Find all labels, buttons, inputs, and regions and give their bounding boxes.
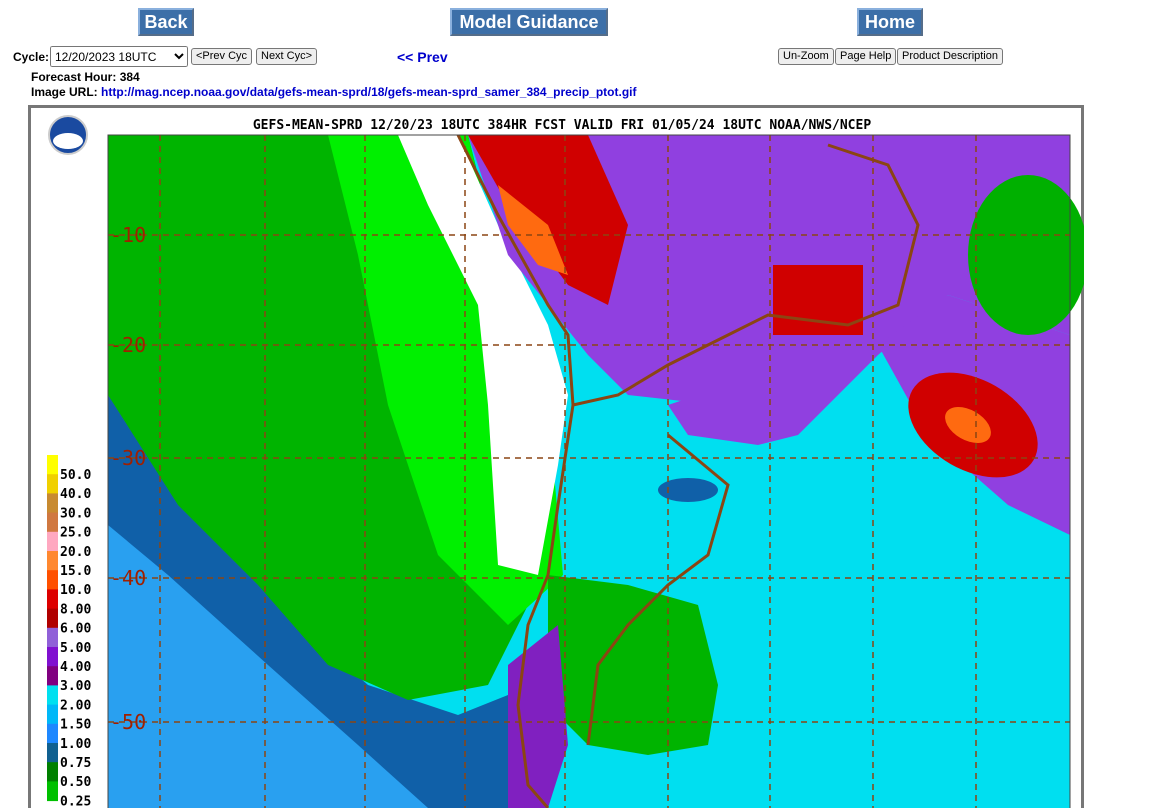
field-green-south xyxy=(548,575,718,755)
legend-label: 1.00 xyxy=(60,737,91,752)
field-blue xyxy=(108,385,508,808)
legend-label: 50.0 xyxy=(60,468,91,483)
latitude-label: -40 xyxy=(110,566,146,590)
cycle-select[interactable]: 12/20/2023 18UTC xyxy=(50,46,188,67)
field-red-patch xyxy=(773,265,863,335)
legend-swatch xyxy=(47,608,58,629)
legend-label: 1.50 xyxy=(60,718,91,733)
map-title: GEFS-MEAN-SPRD 12/20/23 18UTC 384HR FCST… xyxy=(253,118,871,133)
legend-label: 0.75 xyxy=(60,756,91,771)
legend-swatch xyxy=(47,512,58,533)
cycle-label: Cycle: xyxy=(13,50,50,64)
back-button[interactable]: Back xyxy=(138,8,194,36)
forecast-hour: Forecast Hour: 384 xyxy=(31,70,140,84)
latitude-label: -30 xyxy=(110,446,146,470)
legend-swatch xyxy=(47,455,58,475)
legend-swatch xyxy=(47,704,58,725)
legend-swatch xyxy=(47,627,58,648)
legend-label: 0.25 xyxy=(60,794,91,808)
noaa-logo-wave xyxy=(53,133,83,149)
legend-swatch xyxy=(47,551,58,571)
image-url-link[interactable]: http://mag.ncep.noaa.gov/data/gefs-mean-… xyxy=(101,85,637,99)
map-field xyxy=(108,134,1084,808)
legend-swatch xyxy=(47,666,58,686)
plot-border xyxy=(107,134,1071,808)
legend-label: 8.00 xyxy=(60,602,91,617)
legend-swatch xyxy=(47,762,58,782)
home-button[interactable]: Home xyxy=(857,8,923,36)
page-help-button[interactable]: Page Help xyxy=(835,48,897,65)
unzoom-button[interactable]: Un-Zoom xyxy=(778,48,834,65)
legend-swatch xyxy=(47,685,58,706)
field-purple-south xyxy=(668,385,798,445)
latitude-label: -20 xyxy=(110,333,146,357)
product-description-button[interactable]: Product Description xyxy=(897,48,1003,65)
field-darkblue xyxy=(108,395,528,808)
forecast-hour-label: Forecast Hour: xyxy=(31,70,117,84)
forecast-hour-value: 384 xyxy=(119,70,140,84)
coastline xyxy=(456,134,920,808)
legend-swatch xyxy=(47,781,58,802)
legend-swatch xyxy=(47,570,58,590)
legend-label: 40.0 xyxy=(60,487,91,502)
legend-swatch xyxy=(47,474,58,494)
legend-label: 3.00 xyxy=(60,679,91,694)
next-cycle-button[interactable]: Next Cyc> xyxy=(256,48,318,65)
legend-swatch xyxy=(47,647,58,667)
field-red xyxy=(468,135,628,305)
legend-label: 15.0 xyxy=(60,564,91,579)
model-guidance-button[interactable]: Model Guidance xyxy=(450,8,608,36)
legend-label: 0.50 xyxy=(60,775,91,790)
latitude-labels: -10 -20 -30 -40 -50 xyxy=(110,223,146,734)
legend-swatch xyxy=(47,531,58,552)
legend-swatch xyxy=(47,743,58,763)
image-url-label: Image URL: xyxy=(31,85,98,99)
field-orange xyxy=(498,185,568,275)
legend-swatch xyxy=(47,493,58,514)
legend-label: 2.00 xyxy=(60,698,91,713)
legend: 50.0 40.0 30.0 25.0 20.0 15.0 10.0 8.00 6.00 5.00… xyxy=(47,455,91,808)
field-white xyxy=(398,135,568,575)
legend-label: 10.0 xyxy=(60,583,91,598)
legend-label: 25.0 xyxy=(60,526,91,541)
legend-label: 6.00 xyxy=(60,622,91,637)
prev-cycle-button[interactable]: <Prev Cyc xyxy=(191,48,253,65)
prev-link[interactable]: << Prev xyxy=(397,49,448,65)
legend-label: 4.00 xyxy=(60,660,91,675)
field-blue-patch xyxy=(658,478,718,502)
legend-swatch xyxy=(47,589,58,610)
latitude-label: -50 xyxy=(110,710,146,734)
legend-label: 20.0 xyxy=(60,545,91,560)
legend-label: 30.0 xyxy=(60,506,91,521)
field-green-east xyxy=(968,175,1084,335)
field-orange-east xyxy=(945,406,991,444)
legend-swatch xyxy=(47,723,58,744)
forecast-map: GEFS-MEAN-SPRD 12/20/23 18UTC 384HR FCST… xyxy=(28,105,1084,808)
legend-label: 5.00 xyxy=(60,641,91,656)
image-url: Image URL: http://mag.ncep.noaa.gov/data… xyxy=(31,85,637,99)
latitude-label: -10 xyxy=(110,223,146,247)
lat-lon-grid xyxy=(108,135,1070,808)
